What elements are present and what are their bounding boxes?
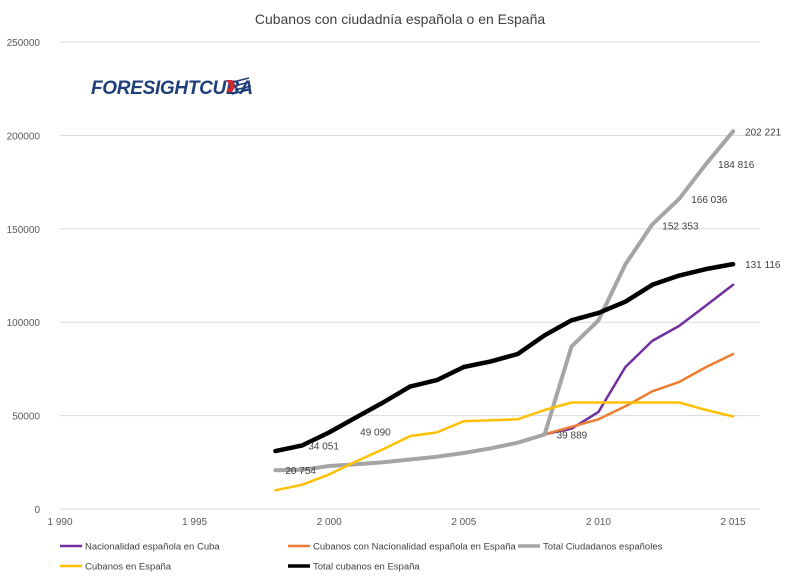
legend: Nacionalidad española en Cuba Cubanos con… xyxy=(60,542,663,573)
foresightcuba-logo: FORESIGHTCUBA xyxy=(91,77,253,99)
y-axis-tick-labels: 0 50000 100000 150000 200000 250000 xyxy=(7,38,41,516)
data-label: 34 051 xyxy=(308,441,339,452)
series-line-4 xyxy=(274,401,735,492)
y-tick-label: 100000 xyxy=(7,318,41,329)
y-tick-label: 150000 xyxy=(7,225,41,236)
legend-label: Cubanos en España xyxy=(85,562,172,573)
x-tick-label: 1 990 xyxy=(47,517,72,528)
y-tick-label: 250000 xyxy=(7,38,41,49)
data-label: 20 754 xyxy=(285,466,316,477)
data-label: 39 889 xyxy=(557,430,588,441)
data-label: 131 116 xyxy=(745,260,781,271)
x-tick-label: 2 010 xyxy=(586,517,611,528)
series-lines xyxy=(273,129,736,492)
data-label: 184 816 xyxy=(718,160,755,171)
series-line-5 xyxy=(273,261,736,454)
x-tick-label: 2 015 xyxy=(721,517,746,528)
data-label: 49 090 xyxy=(360,427,391,438)
logo-flag-icon xyxy=(226,77,252,95)
data-labels: 20 754 34 051 49 090 39 889 152 353 166 036 18… xyxy=(285,127,781,477)
legend-label: Total Ciudadanos españoles xyxy=(543,542,663,553)
legend-label: Nacionalidad española en Cuba xyxy=(85,542,220,553)
x-axis-tick-labels: 1 990 1 995 2 000 2 005 2 010 2 015 xyxy=(47,517,746,528)
data-label: 152 353 xyxy=(662,221,699,232)
x-tick-label: 1 995 xyxy=(182,517,207,528)
x-tick-label: 2 000 xyxy=(317,517,342,528)
legend-label: Total cubanos en España xyxy=(313,562,420,573)
y-tick-label: 200000 xyxy=(7,131,41,142)
y-tick-label: 50000 xyxy=(12,412,40,423)
data-label: 202 221 xyxy=(745,127,782,138)
legend-label: Cubanos con Nacionalidad española en Esp… xyxy=(313,542,517,553)
data-label: 166 036 xyxy=(691,195,728,206)
chart-title: Cubanos con ciudadnía española o en Espa… xyxy=(255,11,546,27)
x-tick-label: 2 005 xyxy=(451,517,476,528)
series-line-2 xyxy=(543,352,735,436)
gridlines xyxy=(60,41,760,510)
y-tick-label: 0 xyxy=(34,505,40,516)
logo-text: FORESIGHTCUBA xyxy=(91,78,253,99)
